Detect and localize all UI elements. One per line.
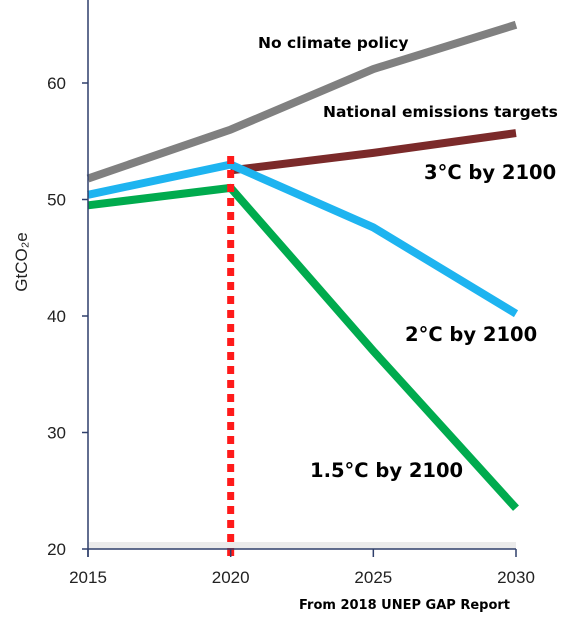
x-tick-label: 2030 (497, 568, 535, 587)
annotation-1-5c-by-2100: 1.5°C by 2100 (310, 459, 463, 482)
x-axis-band (88, 542, 516, 549)
y-tick-label: 50 (47, 191, 66, 210)
x-tick-label: 2015 (69, 568, 107, 587)
x-tick-label: 2020 (212, 568, 250, 587)
series-layer (86, 20, 519, 511)
annotation-national-emissions-targets: National emissions targets (323, 103, 558, 121)
source-note: From 2018 UNEP GAP Report (299, 598, 510, 613)
y-tick-label: 60 (47, 74, 66, 93)
annotation-no-climate-policy: No climate policy (258, 34, 408, 52)
y-axis-label: GtCO₂e (12, 232, 31, 292)
annotation-3c-by-2100: 3°C by 2100 (424, 161, 556, 184)
annotation-2c-by-2100: 2°C by 2100 (405, 323, 537, 346)
series-line-3 (87, 183, 519, 511)
series-line-2 (87, 160, 519, 318)
y-tick-label: 40 (47, 307, 66, 326)
series-line-1 (230, 129, 517, 175)
y-tick-label: 30 (47, 424, 66, 443)
series-line-0 (86, 20, 518, 183)
y-tick-label: 20 (47, 540, 66, 559)
x-tick-label: 2025 (354, 568, 392, 587)
